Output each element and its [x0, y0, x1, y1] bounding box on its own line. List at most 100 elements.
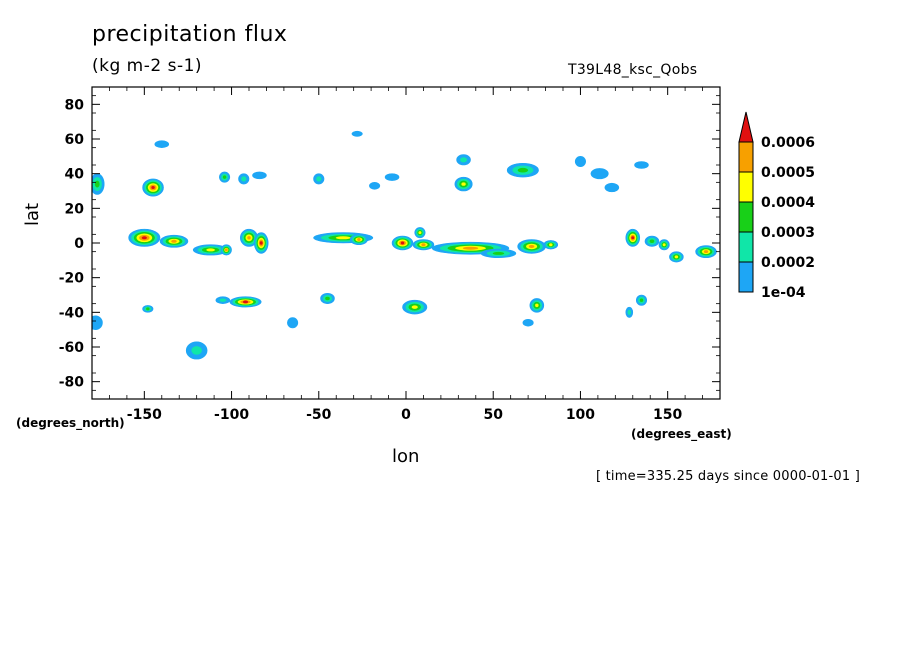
axis-ticks: -150 -100 -50 0 50 100 150 80 60 40 20 0 -20 -40 -60 -8…: [59, 87, 720, 423]
y-tick-label: 20: [65, 201, 85, 217]
precip-contour-level-6: [242, 300, 249, 304]
colorbar-label: 1e-04: [761, 285, 806, 301]
precip-contour-level-4: [461, 182, 466, 186]
precip-contour-level-5: [421, 243, 426, 247]
precip-contour-level-3: [517, 167, 529, 173]
precip-contour-level-1: [351, 130, 363, 137]
y-axis-units: (degrees_north): [16, 416, 125, 430]
precip-contour-level-5: [247, 236, 251, 240]
colorbar: 1e-04 0.0002 0.0003 0.0004 0.0005 0.0006: [738, 111, 815, 301]
precip-cell: [185, 341, 208, 360]
colorbar-label: 0.0006: [761, 135, 815, 151]
precip-cell: [313, 173, 325, 185]
y-tick-label: 80: [65, 97, 85, 113]
colorbar-box: [738, 261, 754, 293]
precip-contour-level-6: [631, 236, 635, 240]
precip-cell: [154, 140, 170, 148]
precip-cell: [238, 173, 250, 185]
precip-cell: [604, 182, 620, 193]
chart-units: (kg m-2 s-1): [92, 56, 203, 76]
precip-cell: [658, 239, 670, 251]
precip-cell: [529, 298, 545, 313]
precip-cell: [625, 306, 634, 318]
y-tick-label: -60: [59, 340, 85, 356]
precip-contour-level-5: [462, 246, 479, 250]
precip-cell: [454, 176, 473, 192]
precip-contour-level-1: [252, 171, 267, 180]
x-axis-label: lon: [392, 446, 420, 467]
precip-cell: [480, 248, 517, 259]
precip-cell: [522, 318, 534, 327]
precip-contour-level-2: [627, 309, 632, 315]
x-tick-label: -150: [127, 407, 162, 423]
precip-cell: [543, 240, 559, 250]
precip-contour-level-6: [151, 186, 155, 190]
precip-cell: [695, 245, 717, 259]
y-tick-label: 60: [65, 132, 85, 148]
precip-contour-level-6: [141, 236, 147, 240]
precip-cell: [92, 173, 105, 195]
colorbar-box: [738, 231, 754, 263]
precip-contour-level-4: [411, 305, 418, 309]
precip-contour-level-2: [191, 346, 202, 355]
precip-contour-level-4: [418, 231, 422, 235]
precip-contour-level-3: [492, 251, 505, 255]
precip-cell: [506, 162, 539, 178]
precip-contour-level-2: [219, 298, 227, 302]
precip-contour-level-1: [369, 182, 381, 190]
x-tick-label: 150: [653, 407, 682, 423]
x-tick-label: -100: [214, 407, 249, 423]
x-tick-label: 100: [566, 407, 595, 423]
y-tick-label: -20: [59, 271, 85, 287]
precip-cell: [252, 171, 267, 180]
precip-contour-level-4: [662, 243, 666, 247]
colorbar-box: [738, 201, 754, 233]
colorbar-box: [738, 171, 754, 203]
chart-title: precipitation flux: [92, 22, 288, 47]
precip-contour-level-4: [206, 248, 215, 252]
time-label: [ time=335.25 days since 0000-01-01 ]: [596, 469, 860, 484]
x-tick-label: -50: [306, 407, 332, 423]
precip-cell: [229, 296, 262, 308]
precip-cell: [349, 234, 368, 246]
precip-contour-level-4: [549, 243, 553, 247]
precip-cell: [574, 156, 586, 168]
precip-contour-level-1: [604, 182, 620, 193]
precip-cell: [192, 244, 229, 256]
precip-contour-level-1: [574, 156, 586, 168]
y-tick-label: 40: [65, 167, 85, 183]
x-axis-units: (degrees_east): [631, 427, 732, 441]
precip-cell: [219, 171, 231, 183]
precip-contour-level-4: [674, 255, 679, 259]
precip-cell: [128, 228, 161, 247]
precip-contour-level-4: [535, 303, 539, 308]
precip-cell: [590, 168, 609, 180]
colorbar-box: [738, 141, 754, 173]
precip-contour-level-1: [92, 315, 103, 330]
y-tick-label: 0: [74, 236, 84, 252]
precip-cell: [92, 315, 103, 330]
precip-cell: [634, 161, 649, 169]
precip-contour-level-2: [316, 176, 322, 182]
colorbar-label: 0.0003: [761, 225, 815, 241]
precip-cell: [625, 228, 641, 247]
precip-cell: [159, 234, 189, 248]
precip-cell: [402, 299, 428, 315]
precip-contour-level-5: [224, 248, 228, 252]
colorbar-label: 0.0002: [761, 255, 815, 271]
colorbar-label: 0.0004: [761, 195, 815, 211]
precip-contour-level-3: [94, 180, 100, 188]
precip-contour-level-3: [146, 307, 150, 311]
precip-contour-level-1: [634, 161, 649, 169]
colorbar-triangle: [738, 111, 754, 143]
precip-cell: [669, 251, 684, 263]
precip-contour-level-1: [590, 168, 609, 180]
precip-contour-level-5: [357, 238, 361, 242]
precip-contour-level-2: [241, 176, 247, 182]
precip-contour-level-1: [522, 318, 534, 327]
precip-contour-level-5: [703, 250, 709, 254]
precip-cell: [287, 317, 299, 329]
precip-cell: [635, 294, 648, 306]
precip-cell: [384, 173, 400, 181]
